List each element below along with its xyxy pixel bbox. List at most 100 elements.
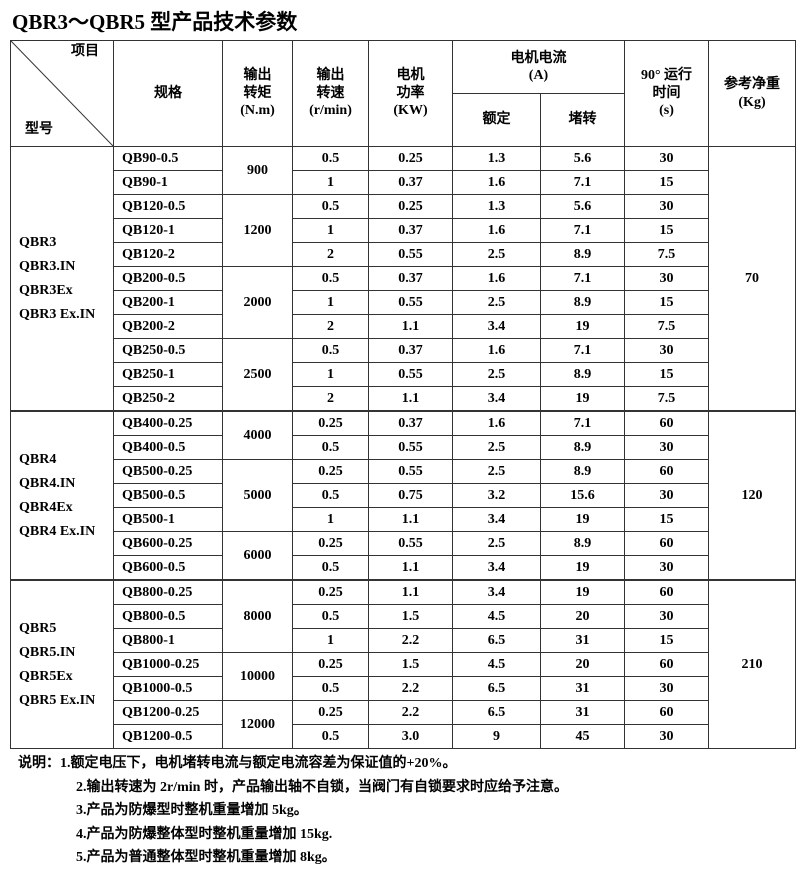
rated-current-cell: 1.6 (452, 170, 541, 195)
time-cell: 30 (624, 146, 709, 171)
diagonal-header-cell: 项目 型号 (10, 40, 114, 147)
torque-cell: 8000 (222, 579, 293, 653)
power-cell: 0.55 (368, 459, 453, 484)
rated-current-cell: 1.3 (452, 194, 541, 219)
stall-current-cell: 8.9 (540, 242, 625, 267)
table-row: QB500-1 1 1.1 3.4 19 15 (11, 507, 796, 532)
time-cell: 30 (624, 483, 709, 508)
table-row: QB250-2 2 1.1 3.4 19 7.5 (11, 386, 796, 412)
table-row: QBR3 QBR3.IN QBR3Ex QBR3 Ex.IN QB90-0.5 90… (10, 146, 796, 412)
rated-current-cell: 9 (452, 724, 541, 749)
speed-cell: 0.5 (292, 555, 369, 581)
stall-current-cell: 7.1 (540, 338, 625, 363)
table-row: QB90-1 1 0.37 1.6 7.1 15 (11, 170, 796, 195)
current-header: 电机电流 (A) (452, 40, 625, 94)
speed-cell: 0.25 (292, 410, 369, 436)
spec-cell: QB800-0.25 (113, 579, 223, 605)
power-cell: 0.37 (368, 338, 453, 363)
item-header: 项目 (71, 44, 99, 59)
model-group-cell: QBR3 QBR3.IN QBR3Ex QBR3 Ex.IN (10, 146, 114, 412)
spec-cell: QB200-2 (113, 314, 223, 339)
speed-cell: 1 (292, 218, 369, 243)
note-item: 4.产品为防爆整体型时整机重量增加 15kg. (76, 826, 333, 842)
speed-cell: 1 (292, 290, 369, 315)
spec-cell: QB1000-0.5 (113, 676, 223, 701)
power-cell: 2.2 (368, 676, 453, 701)
speed-cell: 0.5 (292, 146, 369, 171)
table-row: QB250-0.5 2500 0.5 0.37 1.6 7.1 30 (11, 338, 796, 412)
spec-cell: QB600-0.25 (113, 531, 223, 556)
time-cell: 7.5 (624, 242, 709, 267)
time-cell: 30 (624, 555, 709, 581)
stall-current-cell: 7.1 (540, 170, 625, 195)
stall-current-cell: 8.9 (540, 459, 625, 484)
stall-current-cell: 31 (540, 628, 625, 653)
rated-current-cell: 6.5 (452, 700, 541, 725)
spec-cell: QB120-2 (113, 242, 223, 267)
time-cell: 30 (624, 194, 709, 219)
rated-current-cell: 6.5 (452, 676, 541, 701)
note-item: 5.产品为普通整体型时整机重量增加 8kg。 (76, 850, 336, 865)
torque-cell: 6000 (222, 531, 293, 581)
stall-current-cell: 19 (540, 579, 625, 605)
table-row: QB200-2 2 1.1 3.4 19 7.5 (11, 314, 796, 339)
weight-header: 参考净重 (Kg) (708, 40, 796, 147)
power-cell: 1.1 (368, 507, 453, 532)
speed-cell: 2 (292, 314, 369, 339)
spec-cell: QB250-0.5 (113, 338, 223, 363)
speed-cell: 0.5 (292, 194, 369, 219)
rated-current-cell: 3.4 (452, 555, 541, 581)
rated-current-cell: 1.3 (452, 146, 541, 171)
time-cell: 15 (624, 507, 709, 532)
spec-header: 规格 (113, 40, 223, 147)
time-cell: 30 (624, 338, 709, 363)
stall-current-cell: 20 (540, 604, 625, 629)
speed-header: 输出 转速 (r/min) (292, 40, 369, 147)
rated-current-cell: 2.5 (452, 242, 541, 267)
stall-current-cell: 19 (540, 386, 625, 412)
power-cell: 0.55 (368, 362, 453, 387)
power-cell: 0.25 (368, 194, 453, 219)
table-row: QB500-0.5 0.5 0.75 3.2 15.6 30 (11, 483, 796, 508)
torque-cell: 1200 (222, 194, 293, 267)
rated-current-cell: 6.5 (452, 628, 541, 653)
spec-cell: QB250-2 (113, 386, 223, 412)
stall-current-cell: 8.9 (540, 362, 625, 387)
stall-current-cell: 19 (540, 507, 625, 532)
speed-cell: 0.25 (292, 531, 369, 556)
table-row: QBR5 QBR5.IN QBR5Ex QBR5 Ex.IN QB800-0.25… (10, 579, 796, 749)
stall-current-cell: 31 (540, 676, 625, 701)
torque-cell: 10000 (222, 652, 293, 701)
table-row: QB800-0.5 0.5 1.5 4.5 20 30 (11, 604, 796, 629)
stall-current-cell: 15.6 (540, 483, 625, 508)
rated-current-cell: 3.4 (452, 314, 541, 339)
rated-current-cell: 3.4 (452, 579, 541, 605)
rated-current-cell: 2.5 (452, 531, 541, 556)
weight-cell: 70 (708, 146, 796, 412)
torque-cell: 900 (222, 146, 293, 195)
weight-cell: 210 (708, 579, 796, 749)
rated-current-cell: 3.2 (452, 483, 541, 508)
model-header: 型号 (25, 121, 53, 137)
time-cell: 30 (624, 724, 709, 749)
power-cell: 1.5 (368, 652, 453, 677)
table-row: QB120-1 1 0.37 1.6 7.1 15 (11, 218, 796, 243)
table-row: QB120-2 2 0.55 2.5 8.9 7.5 (11, 242, 796, 267)
notes: 说明：1.额定电压下，电机堵转电流与额定电流容差为保证值的+20%。 2.输出转… (18, 752, 568, 870)
model-group-cell: QBR4 QBR4.IN QBR4Ex QBR4 Ex.IN (10, 410, 114, 581)
power-cell: 0.25 (368, 146, 453, 171)
spec-cell: QB200-0.5 (113, 266, 223, 291)
spec-cell: QB1200-0.5 (113, 724, 223, 749)
speed-cell: 0.5 (292, 435, 369, 460)
torque-header: 输出 转矩 (N.m) (222, 40, 293, 147)
stall-current-cell: 5.6 (540, 194, 625, 219)
time-cell: 60 (624, 652, 709, 677)
time-cell: 15 (624, 362, 709, 387)
speed-cell: 2 (292, 386, 369, 412)
spec-cell: QB600-0.5 (113, 555, 223, 581)
stall-current-cell: 7.1 (540, 218, 625, 243)
time-cell: 30 (624, 266, 709, 291)
power-cell: 0.55 (368, 435, 453, 460)
time-cell: 7.5 (624, 386, 709, 412)
table-row: QB200-1 1 0.55 2.5 8.9 15 (11, 290, 796, 315)
